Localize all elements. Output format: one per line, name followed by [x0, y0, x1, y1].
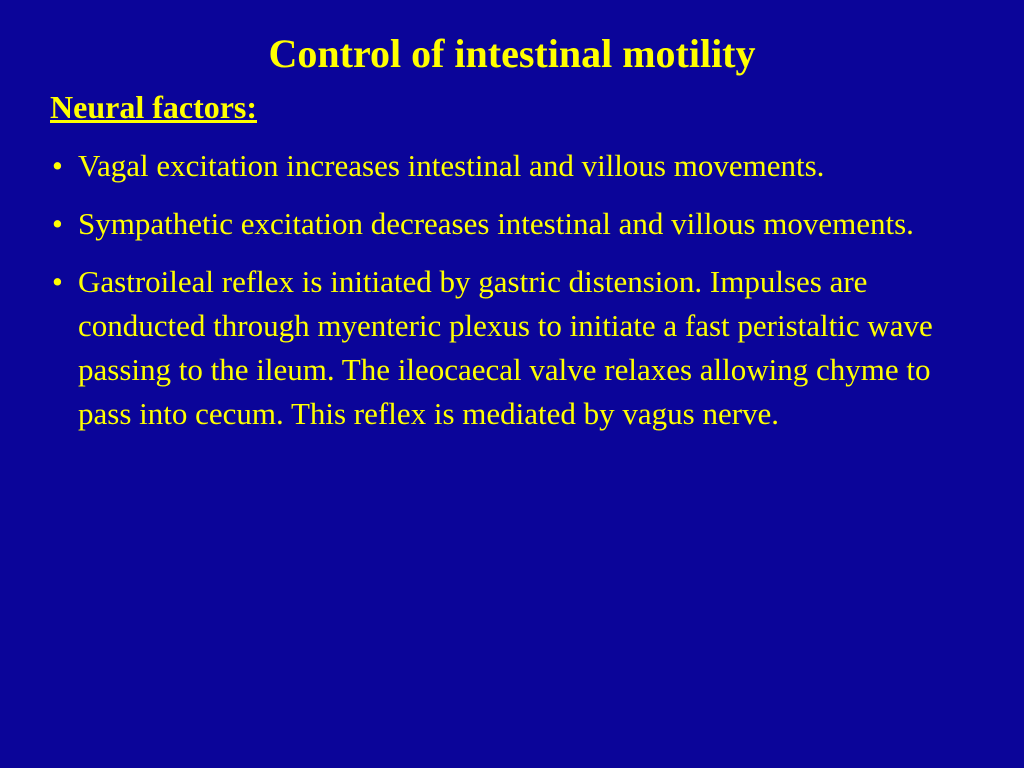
slide-title: Control of intestinal motility: [48, 30, 976, 77]
list-item: Vagal excitation increases intestinal an…: [48, 144, 976, 188]
list-item: Sympathetic excitation decreases intesti…: [48, 202, 976, 246]
list-item: Gastroileal reflex is initiated by gastr…: [48, 260, 976, 436]
slide-subheading: Neural factors:: [50, 89, 976, 126]
bullet-list: Vagal excitation increases intestinal an…: [48, 144, 976, 436]
